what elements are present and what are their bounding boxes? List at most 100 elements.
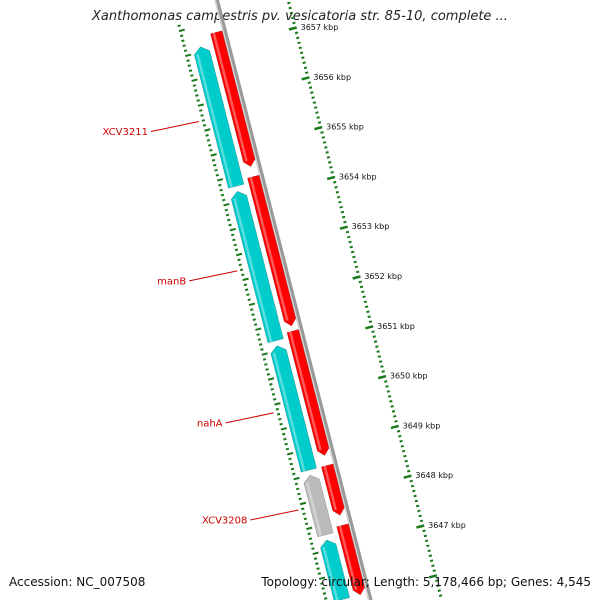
inner-track-tick: [294, 482, 299, 486]
inner-track-tick: [230, 233, 235, 237]
ruler-minor-tick: [377, 355, 382, 358]
forward-orf-arrow[interactable]: [210, 30, 256, 168]
ruler-minor-tick: [307, 81, 311, 85]
inner-track-tick: [195, 94, 199, 97]
gene-leader-line: [250, 509, 299, 521]
inner-track-tick: [287, 451, 294, 456]
ruler-minor-tick: [378, 360, 383, 363]
ruler-major-tick: [428, 574, 438, 579]
ruler-tick-label: 3651 kbp: [377, 322, 415, 331]
ruler-minor-tick: [419, 519, 424, 523]
inner-track-tick: [264, 363, 268, 366]
inner-track-tick: [293, 476, 300, 481]
inner-track-tick: [236, 252, 243, 257]
forward-orf-arrow[interactable]: [247, 174, 297, 327]
inner-track-tick: [206, 138, 211, 142]
ruler-major-tick: [326, 175, 336, 181]
inner-track-tick: [227, 218, 231, 222]
gene-label: manB: [157, 276, 186, 287]
inner-track-tick: [238, 263, 242, 267]
ruler-minor-tick: [316, 116, 320, 119]
topology-summary: Topology: circular; Length: 5,178,466 bp…: [261, 575, 591, 589]
ruler-minor-tick: [409, 479, 413, 483]
ruler-minor-tick: [317, 121, 322, 124]
accession-text: Accession: NC_007508: [9, 575, 146, 589]
ruler-minor-tick: [390, 405, 394, 408]
inner-track-tick: [187, 64, 191, 67]
inner-track-tick: [292, 472, 296, 476]
ruler-major-tick: [339, 225, 348, 230]
forward-orf-arrow-highlight: [289, 331, 322, 451]
inner-track-tick: [250, 308, 254, 311]
inner-track-tick: [283, 437, 287, 441]
inner-track-tick: [288, 457, 292, 461]
inner-track-tick: [257, 338, 262, 341]
ruler-tick-label: 3653 kbp: [352, 222, 390, 231]
ruler-minor-tick: [400, 444, 405, 448]
ruler-minor-tick: [414, 499, 419, 503]
inner-track-tick: [248, 302, 256, 307]
inner-track-tick: [218, 183, 222, 187]
ruler-ticks: 3657 kbp 3656 kbp 3655 kbp 3654 kbp 3653 kbp…: [177, 1, 466, 600]
inner-track-tick: [307, 532, 311, 536]
inner-track-tick: [233, 243, 237, 247]
inner-track-tick: [276, 412, 281, 416]
ruler-minor-tick: [435, 579, 439, 583]
inner-track-tick: [234, 248, 239, 252]
inner-track-tick: [229, 227, 236, 232]
ruler-minor-tick: [330, 170, 334, 174]
inner-track-tick: [209, 148, 213, 152]
gene-leader-line: [189, 270, 238, 282]
ruler-minor-tick: [417, 509, 421, 513]
ruler-minor-tick: [387, 395, 392, 398]
reverse-gene-arrow[interactable]: [230, 190, 284, 344]
ruler-minor-tick: [427, 549, 431, 553]
inner-track-tick: [247, 298, 251, 302]
reverse-gene-arrow[interactable]: [270, 345, 317, 473]
ruler-minor-tick: [426, 544, 430, 548]
inner-track-tick: [265, 368, 269, 371]
ruler-minor-tick: [372, 335, 376, 338]
ruler-minor-tick: [321, 136, 325, 139]
reverse-gene-arrow-highlight: [196, 53, 233, 188]
inner-track-tick: [270, 387, 274, 391]
inner-track-tick: [267, 377, 275, 381]
inner-track-tick: [258, 343, 263, 346]
inner-track-tick: [239, 268, 244, 272]
backbone-layer: [214, 0, 373, 600]
gene-label: nahA: [197, 418, 223, 429]
reverse-gene-arrow[interactable]: [320, 539, 351, 600]
inner-track-tick: [299, 501, 307, 506]
ruler-minor-tick: [345, 230, 350, 234]
ruler-minor-tick: [418, 514, 422, 518]
inner-track-tick: [301, 507, 305, 511]
ruler-minor-tick: [432, 569, 436, 573]
ruler-major-tick: [301, 76, 310, 81]
gene-features[interactable]: [193, 30, 366, 600]
gene-label: XCV3211: [103, 127, 148, 138]
inner-track-tick: [177, 24, 181, 28]
ruler-minor-tick: [363, 300, 368, 304]
ruler-minor-tick: [404, 459, 408, 463]
reverse-gene-arrow[interactable]: [193, 46, 245, 189]
forward-orf-arrow[interactable]: [321, 463, 345, 516]
ruler-minor-tick: [354, 265, 359, 269]
ruler-minor-tick: [396, 429, 401, 433]
inner-track-tick: [285, 447, 290, 451]
inner-track-tick: [278, 417, 282, 421]
inner-track-tick: [273, 397, 277, 401]
ruler-minor-tick: [339, 205, 343, 209]
ruler-major-tick: [365, 325, 374, 330]
forward-orf-arrow[interactable]: [336, 523, 366, 596]
inner-track-tick: [232, 238, 236, 242]
ruler-minor-tick: [334, 185, 338, 189]
ruler-minor-tick: [320, 131, 324, 134]
inner-track-tick: [279, 422, 283, 426]
inner-track-tick: [316, 567, 320, 570]
forward-orf-arrow[interactable]: [286, 329, 330, 456]
ruler-minor-tick: [381, 370, 385, 373]
reverse-gene-arrow[interactable]: [303, 474, 334, 538]
inner-track-tick: [179, 34, 184, 38]
ruler-minor-tick: [367, 315, 371, 319]
